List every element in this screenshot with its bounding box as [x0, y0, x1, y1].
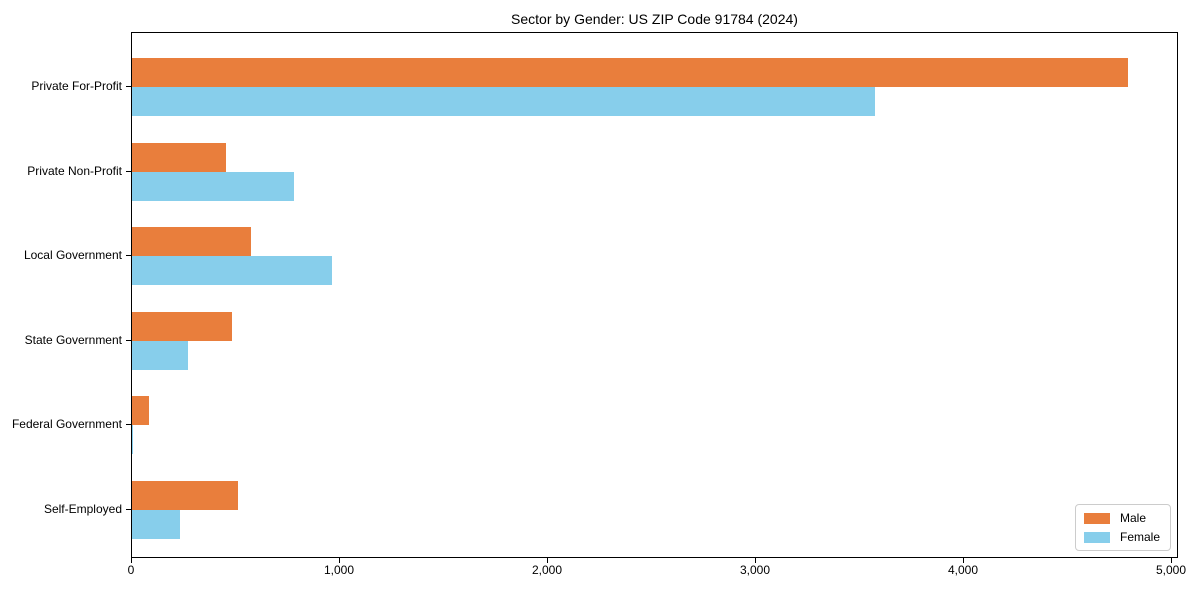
x-axis-tick [131, 558, 132, 563]
bar-female-0 [132, 87, 875, 116]
x-axis-tick-label: 4,000 [947, 563, 979, 577]
legend: Male Female [1074, 504, 1171, 551]
x-axis-tick [547, 558, 548, 563]
y-axis-category-label: Federal Government [11, 417, 122, 432]
x-axis-tick-label: 5,000 [1155, 563, 1187, 577]
y-axis-tick [126, 170, 131, 172]
x-axis-tick-label: 0 [127, 563, 135, 577]
y-axis-tick [126, 339, 131, 341]
y-axis-tick [126, 509, 131, 510]
chart-title: Sector by Gender: US ZIP Code 91784 (202… [511, 11, 798, 27]
bar-male-5 [132, 481, 238, 510]
x-axis-tick-label: 3,000 [739, 563, 771, 577]
legend-label: Male [1119, 511, 1146, 525]
legend-swatch-male [1083, 512, 1110, 524]
bar-male-0 [132, 58, 1128, 87]
x-axis-tick [755, 558, 756, 563]
legend-swatch-female [1083, 531, 1110, 543]
bar-female-3 [132, 340, 188, 370]
bar-male-2 [132, 227, 251, 257]
bar-female-2 [132, 256, 332, 286]
x-axis-tick [1171, 558, 1172, 563]
bar-female-4 [132, 425, 133, 455]
y-axis-tick [126, 255, 131, 257]
bar-male-4 [132, 396, 149, 426]
legend-item-female: Female [1083, 530, 1160, 544]
y-axis-category-label: Private Non-Profit [27, 163, 122, 178]
bar-male-3 [132, 311, 232, 341]
plot-area: Male Female [131, 32, 1178, 558]
bar-male-1 [132, 142, 226, 172]
bar-female-1 [132, 171, 294, 201]
legend-item-male: Male [1083, 511, 1160, 525]
y-axis-category-label: Self-Employed [43, 502, 122, 516]
x-axis-tick [339, 558, 340, 563]
x-axis-tick-label: 1,000 [323, 563, 355, 577]
y-axis-tick [126, 424, 131, 426]
legend-label: Female [1119, 530, 1160, 544]
y-axis-category-label: Private For-Profit [31, 79, 122, 93]
y-axis-category-label: Local Government [23, 248, 122, 263]
x-axis-tick [963, 558, 964, 563]
bar-female-5 [132, 510, 180, 539]
y-axis-tick [126, 86, 131, 87]
x-axis-tick-label: 2,000 [531, 563, 563, 577]
y-axis-category-label: State Government [24, 332, 122, 347]
